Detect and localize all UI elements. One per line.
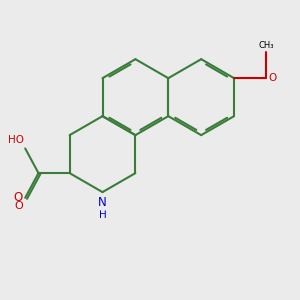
Text: O: O [13,191,22,204]
Text: HO: HO [8,135,23,145]
Text: O: O [15,201,23,211]
Text: H: H [99,210,106,220]
Text: CH₃: CH₃ [259,41,274,50]
Text: N: N [98,199,107,209]
Text: N: N [98,196,107,209]
Text: O: O [268,73,276,83]
